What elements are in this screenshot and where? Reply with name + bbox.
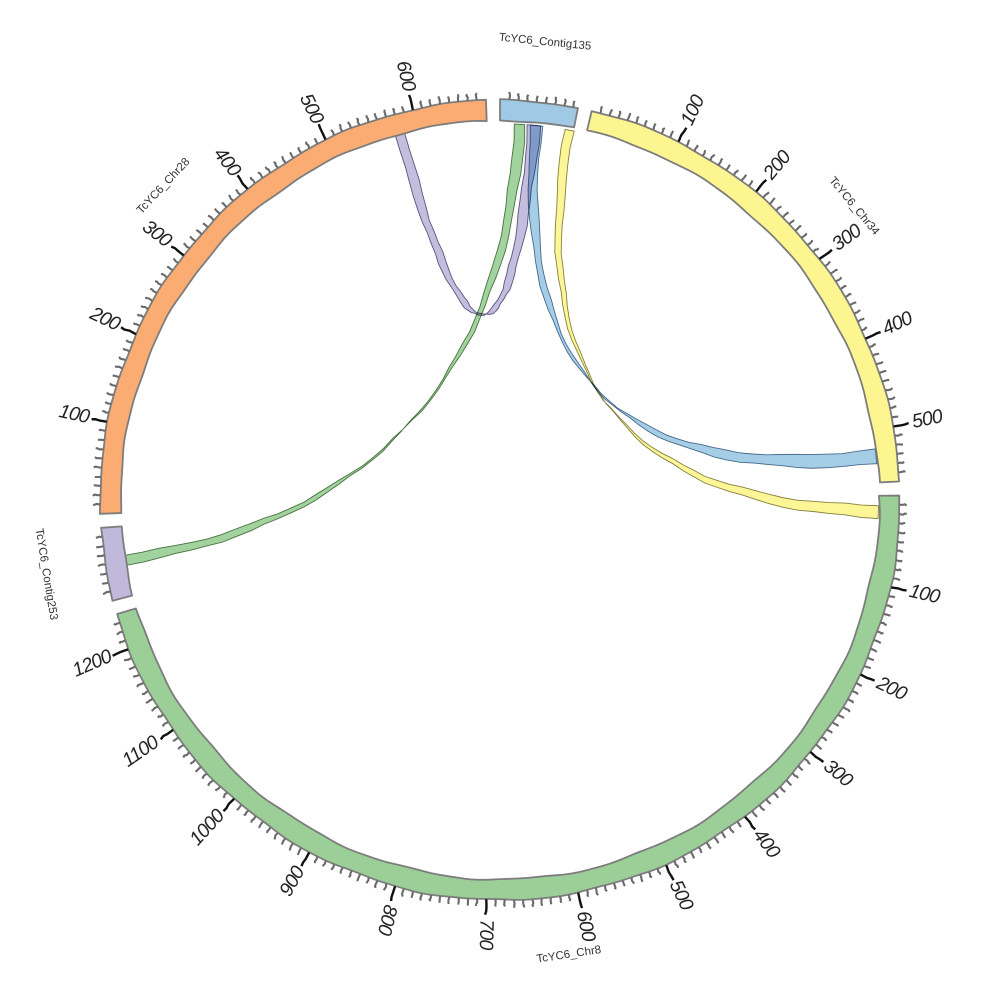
svg-text:700: 700 — [475, 919, 498, 951]
